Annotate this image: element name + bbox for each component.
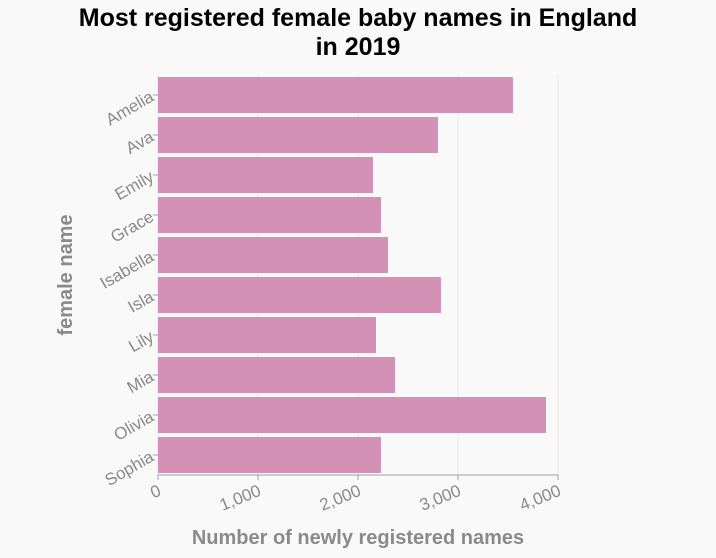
bar-lily (158, 317, 376, 353)
y-tick-label: Isla (125, 287, 158, 317)
x-tick-label: 4,000 (517, 481, 564, 515)
y-tick-label: Grace (107, 207, 157, 247)
y-tick-label: Ava (122, 127, 157, 158)
bar-emily (158, 157, 373, 193)
x-tick-label: 0 (148, 481, 164, 502)
y-tick-label: Isabella (97, 247, 158, 293)
chart-title: Most registered female baby names in Eng… (0, 4, 716, 62)
y-tick-label: Olivia (111, 407, 158, 445)
y-tick-label: Lily (125, 327, 157, 356)
bar-mia (158, 357, 395, 393)
bar-ava (158, 117, 438, 153)
bar-sophia (158, 437, 381, 473)
bar-isabella (158, 237, 388, 273)
x-tick-label: 2,000 (317, 481, 364, 515)
y-axis-title: female name (55, 214, 77, 335)
x-tick-labels: 0 1,000 2,000 3,000 4,000 (148, 475, 564, 515)
y-tick-label: Amelia (102, 87, 157, 130)
bar-grace (158, 197, 381, 233)
bar-olivia (158, 397, 546, 433)
x-tick-label: 3,000 (417, 481, 464, 515)
chart-title-line-2: in 2019 (315, 33, 401, 61)
bar-amelia (158, 77, 513, 113)
bars (158, 77, 546, 473)
y-tick-label: Emily (112, 167, 158, 204)
chart-title-line-1: Most registered female baby names in Eng… (78, 4, 638, 32)
x-axis-title: Number of newly registered names (192, 527, 524, 549)
x-tick-label: 1,000 (217, 481, 264, 515)
y-tick-label: Mia (124, 367, 158, 397)
bar-isla (158, 277, 441, 313)
